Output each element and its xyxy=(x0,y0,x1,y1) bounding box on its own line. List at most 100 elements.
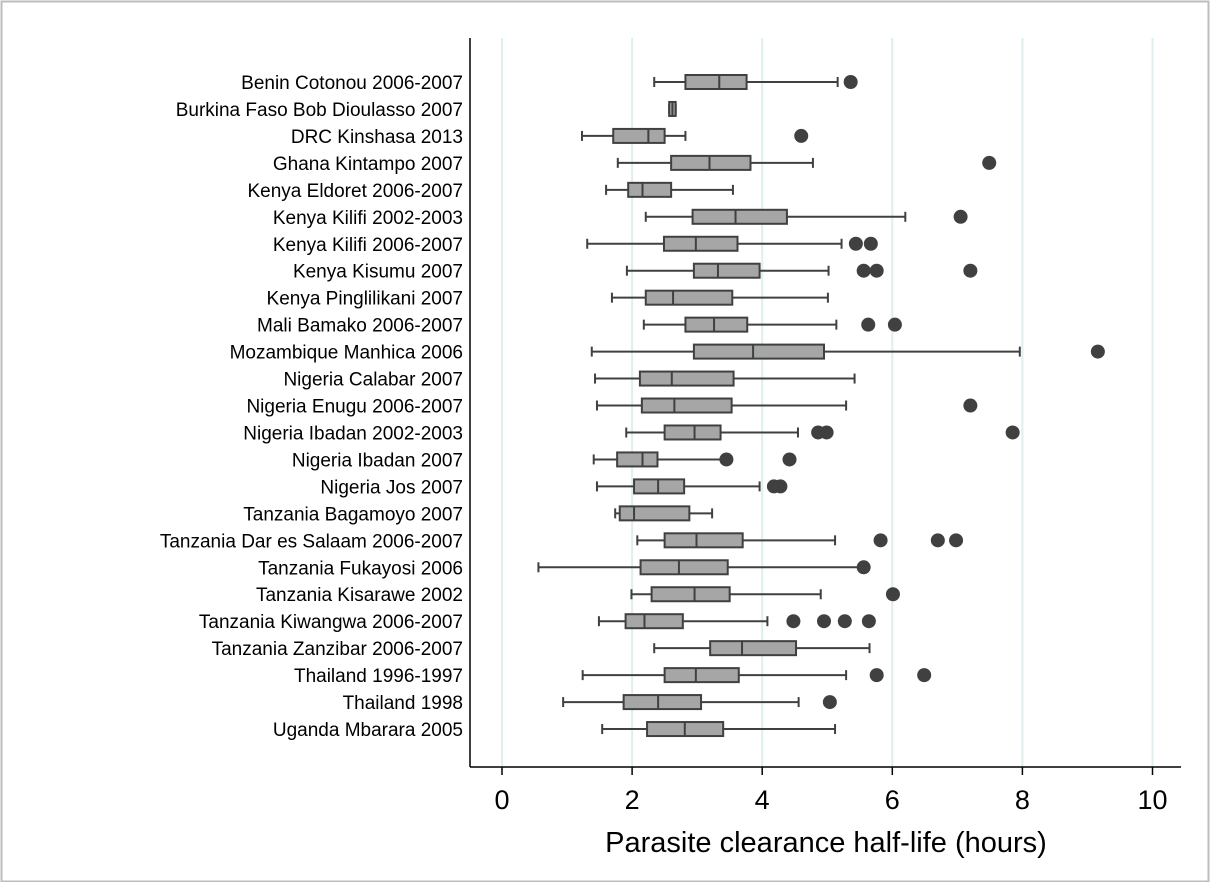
iqr-box xyxy=(691,208,788,225)
iqr-box xyxy=(624,613,684,630)
category-labels: Benin Cotonou 2006-2007 Burkina Faso Bob … xyxy=(160,73,463,741)
iqr-box xyxy=(644,289,734,306)
category-label: Kenya Kisumu 2007 xyxy=(293,262,463,283)
iqr-box xyxy=(627,181,673,198)
outlier-point xyxy=(982,155,997,170)
category-label: Nigeria Enugu 2006-2007 xyxy=(246,397,463,418)
outlier-point xyxy=(794,128,809,143)
category-label: Kenya Pinglilikani 2007 xyxy=(267,289,463,310)
category-label: Ghana Kintampo 2007 xyxy=(273,154,463,175)
x-tick-label-10: 10 xyxy=(1137,785,1167,815)
outlier-point xyxy=(786,614,801,629)
outlier-point xyxy=(887,317,902,332)
outlier-point xyxy=(843,75,858,89)
iqr-box xyxy=(670,154,752,171)
category-label: Tanzania Zanzibar 2006-2007 xyxy=(212,639,463,660)
outlier-point xyxy=(782,452,797,467)
box-row xyxy=(586,235,878,252)
category-label: Tanzania Bagamoyo 2007 xyxy=(243,504,463,525)
box-row xyxy=(562,694,837,711)
outlier-point xyxy=(869,263,884,278)
category-label: Tanzania Kisarawe 2002 xyxy=(256,585,463,606)
outlier-point xyxy=(949,533,964,548)
box-row xyxy=(644,208,968,225)
box-row xyxy=(581,667,932,684)
iqr-box xyxy=(684,74,748,90)
outlier-point xyxy=(819,425,834,440)
box-row xyxy=(616,154,997,171)
box-row xyxy=(595,397,978,414)
iqr-box xyxy=(709,640,798,657)
outlier-point xyxy=(822,695,837,710)
category-label: Mali Bamako 2006-2007 xyxy=(257,316,463,337)
box-row xyxy=(653,640,871,657)
iqr-box xyxy=(663,532,744,549)
outlier-point xyxy=(885,587,900,602)
category-label: Tanzania Fukayosi 2006 xyxy=(258,558,463,579)
category-label: Burkina Faso Bob Dioulasso 2007 xyxy=(176,100,463,121)
iqr-box xyxy=(612,127,666,144)
outlier-point xyxy=(963,398,978,413)
iqr-box xyxy=(622,694,703,711)
box-row xyxy=(605,181,734,198)
iqr-box xyxy=(616,451,659,468)
x-tick-labels: 0 2 4 6 8 10 xyxy=(494,767,1168,815)
iqr-box xyxy=(639,559,729,576)
outlier-point xyxy=(856,560,871,575)
x-tick-label-4: 4 xyxy=(755,785,770,815)
outlier-point xyxy=(953,209,968,224)
box-row xyxy=(636,532,964,549)
x-tick-label-2: 2 xyxy=(625,785,640,815)
axes xyxy=(469,38,1181,768)
outlier-point xyxy=(930,533,945,548)
box-row xyxy=(590,343,1105,360)
category-label: Mozambique Manhica 2006 xyxy=(230,343,463,364)
iqr-box xyxy=(650,586,731,603)
outlier-point xyxy=(773,479,788,494)
box-row xyxy=(597,613,876,630)
outlier-point xyxy=(816,614,831,629)
box-series xyxy=(537,74,1105,738)
iqr-box xyxy=(684,316,749,333)
box-row xyxy=(595,478,788,495)
box-row xyxy=(594,370,856,387)
iqr-box xyxy=(663,667,740,684)
box-row xyxy=(537,559,871,576)
box-row xyxy=(642,316,902,333)
outlier-point xyxy=(861,317,876,332)
outlier-point xyxy=(869,668,884,683)
category-label: Uganda Mbarara 2005 xyxy=(273,720,463,741)
iqr-box xyxy=(662,235,739,252)
grid-lines xyxy=(501,38,1154,767)
category-label: Nigeria Ibadan 2007 xyxy=(292,450,463,471)
iqr-box xyxy=(663,424,722,441)
x-axis-title: Parasite clearance half-life (hours) xyxy=(605,827,1047,859)
category-label: DRC Kinshasa 2013 xyxy=(291,127,463,148)
iqr-box xyxy=(692,343,825,360)
x-tick-label-8: 8 xyxy=(1015,785,1030,815)
outlier-point xyxy=(719,452,734,467)
category-label: Tanzania Kiwangwa 2006-2007 xyxy=(199,612,463,633)
box-row xyxy=(653,74,858,90)
category-label: Kenya Kilifi 2002-2003 xyxy=(273,208,463,229)
outlier-point xyxy=(963,263,978,278)
category-label: Kenya Kilifi 2006-2007 xyxy=(273,235,463,256)
outlier-point xyxy=(837,614,852,629)
box-row xyxy=(625,424,1020,441)
category-label: Nigeria Jos 2007 xyxy=(320,477,463,498)
box-row xyxy=(601,721,837,738)
outlier-point xyxy=(1005,425,1020,440)
outlier-point xyxy=(873,533,888,548)
category-label: Thailand 1996-1997 xyxy=(294,666,463,687)
outlier-point xyxy=(856,263,871,278)
x-tick-label-0: 0 xyxy=(494,785,509,815)
category-label: Benin Cotonou 2006-2007 xyxy=(241,73,463,94)
iqr-box xyxy=(618,505,691,522)
outlier-point xyxy=(917,668,932,683)
x-tick-label-6: 6 xyxy=(885,785,900,815)
box-row xyxy=(614,505,714,522)
category-label: Thailand 1998 xyxy=(343,693,463,714)
box-row xyxy=(630,586,900,603)
